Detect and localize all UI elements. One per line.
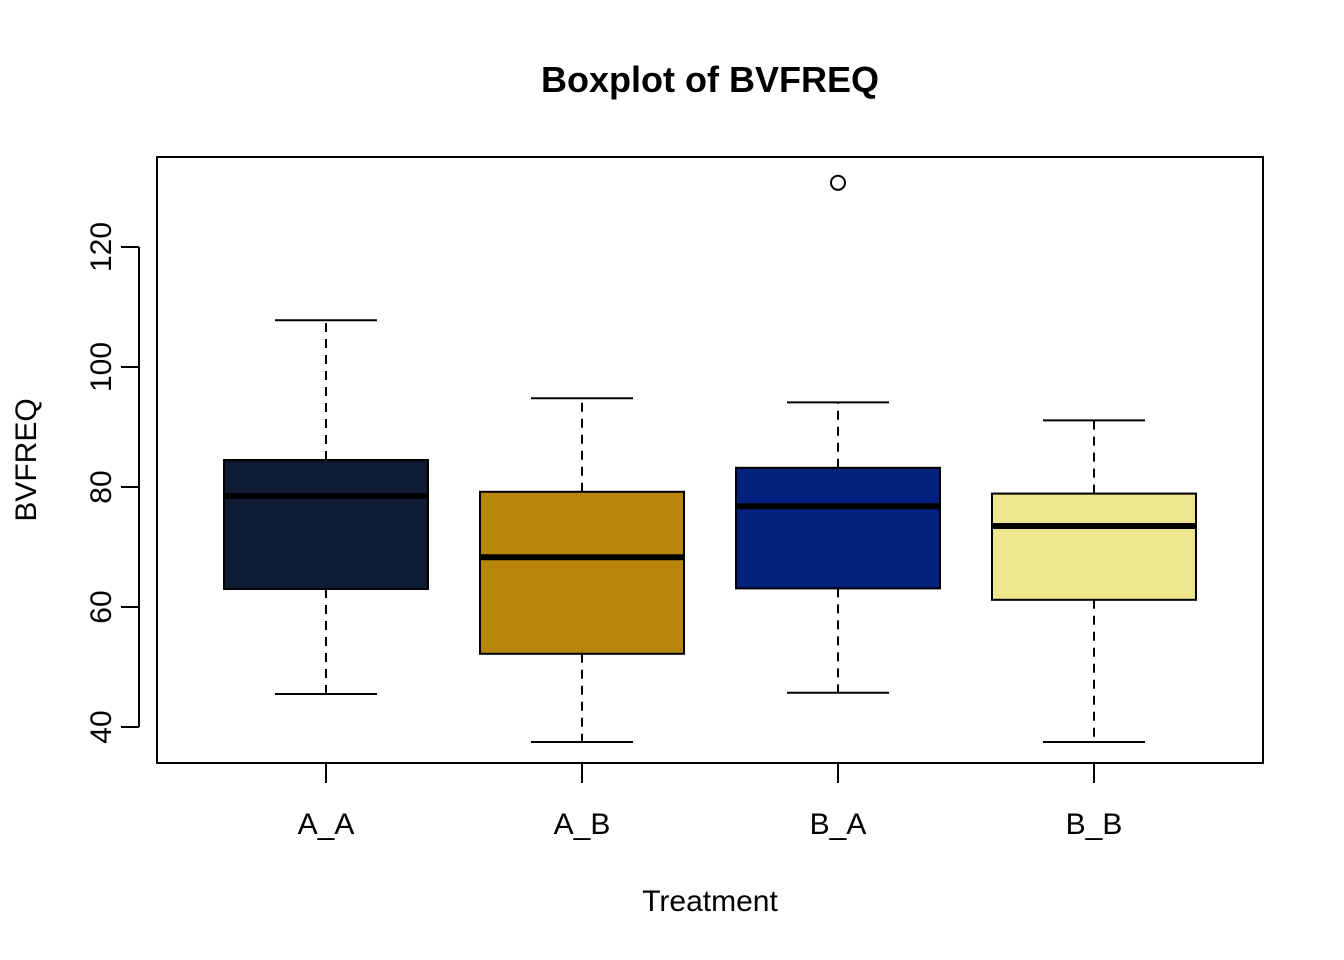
box-a-b [479,397,685,743]
iqr-box [991,492,1197,601]
chart-title: Boxplot of BVFREQ [541,59,879,100]
boxes-group [223,174,1197,743]
x-tick-label: B_A [810,808,867,841]
iqr-box [479,490,685,655]
y-tick-label: 40 [85,710,118,743]
x-tick-label: A_B [554,808,611,841]
iqr-box [223,459,429,590]
x-tick-label: B_B [1066,808,1123,841]
x-axis: A_A A_B B_A B_B [298,762,1123,841]
y-axis: 40 60 80 100 120 [85,222,140,744]
y-tick-label: 60 [85,590,118,623]
box-b-a [735,174,941,694]
box-a-a [223,319,429,695]
outlier-point [830,174,846,191]
y-tick-label: 80 [85,470,118,503]
y-tick-label: 120 [85,222,118,272]
y-tick-label: 100 [85,342,118,392]
box-b-b [991,419,1197,743]
x-tick-label: A_A [298,808,355,841]
iqr-box [735,466,941,590]
x-axis-label: Treatment [642,885,778,918]
y-axis-label: BVFREQ [10,398,43,521]
